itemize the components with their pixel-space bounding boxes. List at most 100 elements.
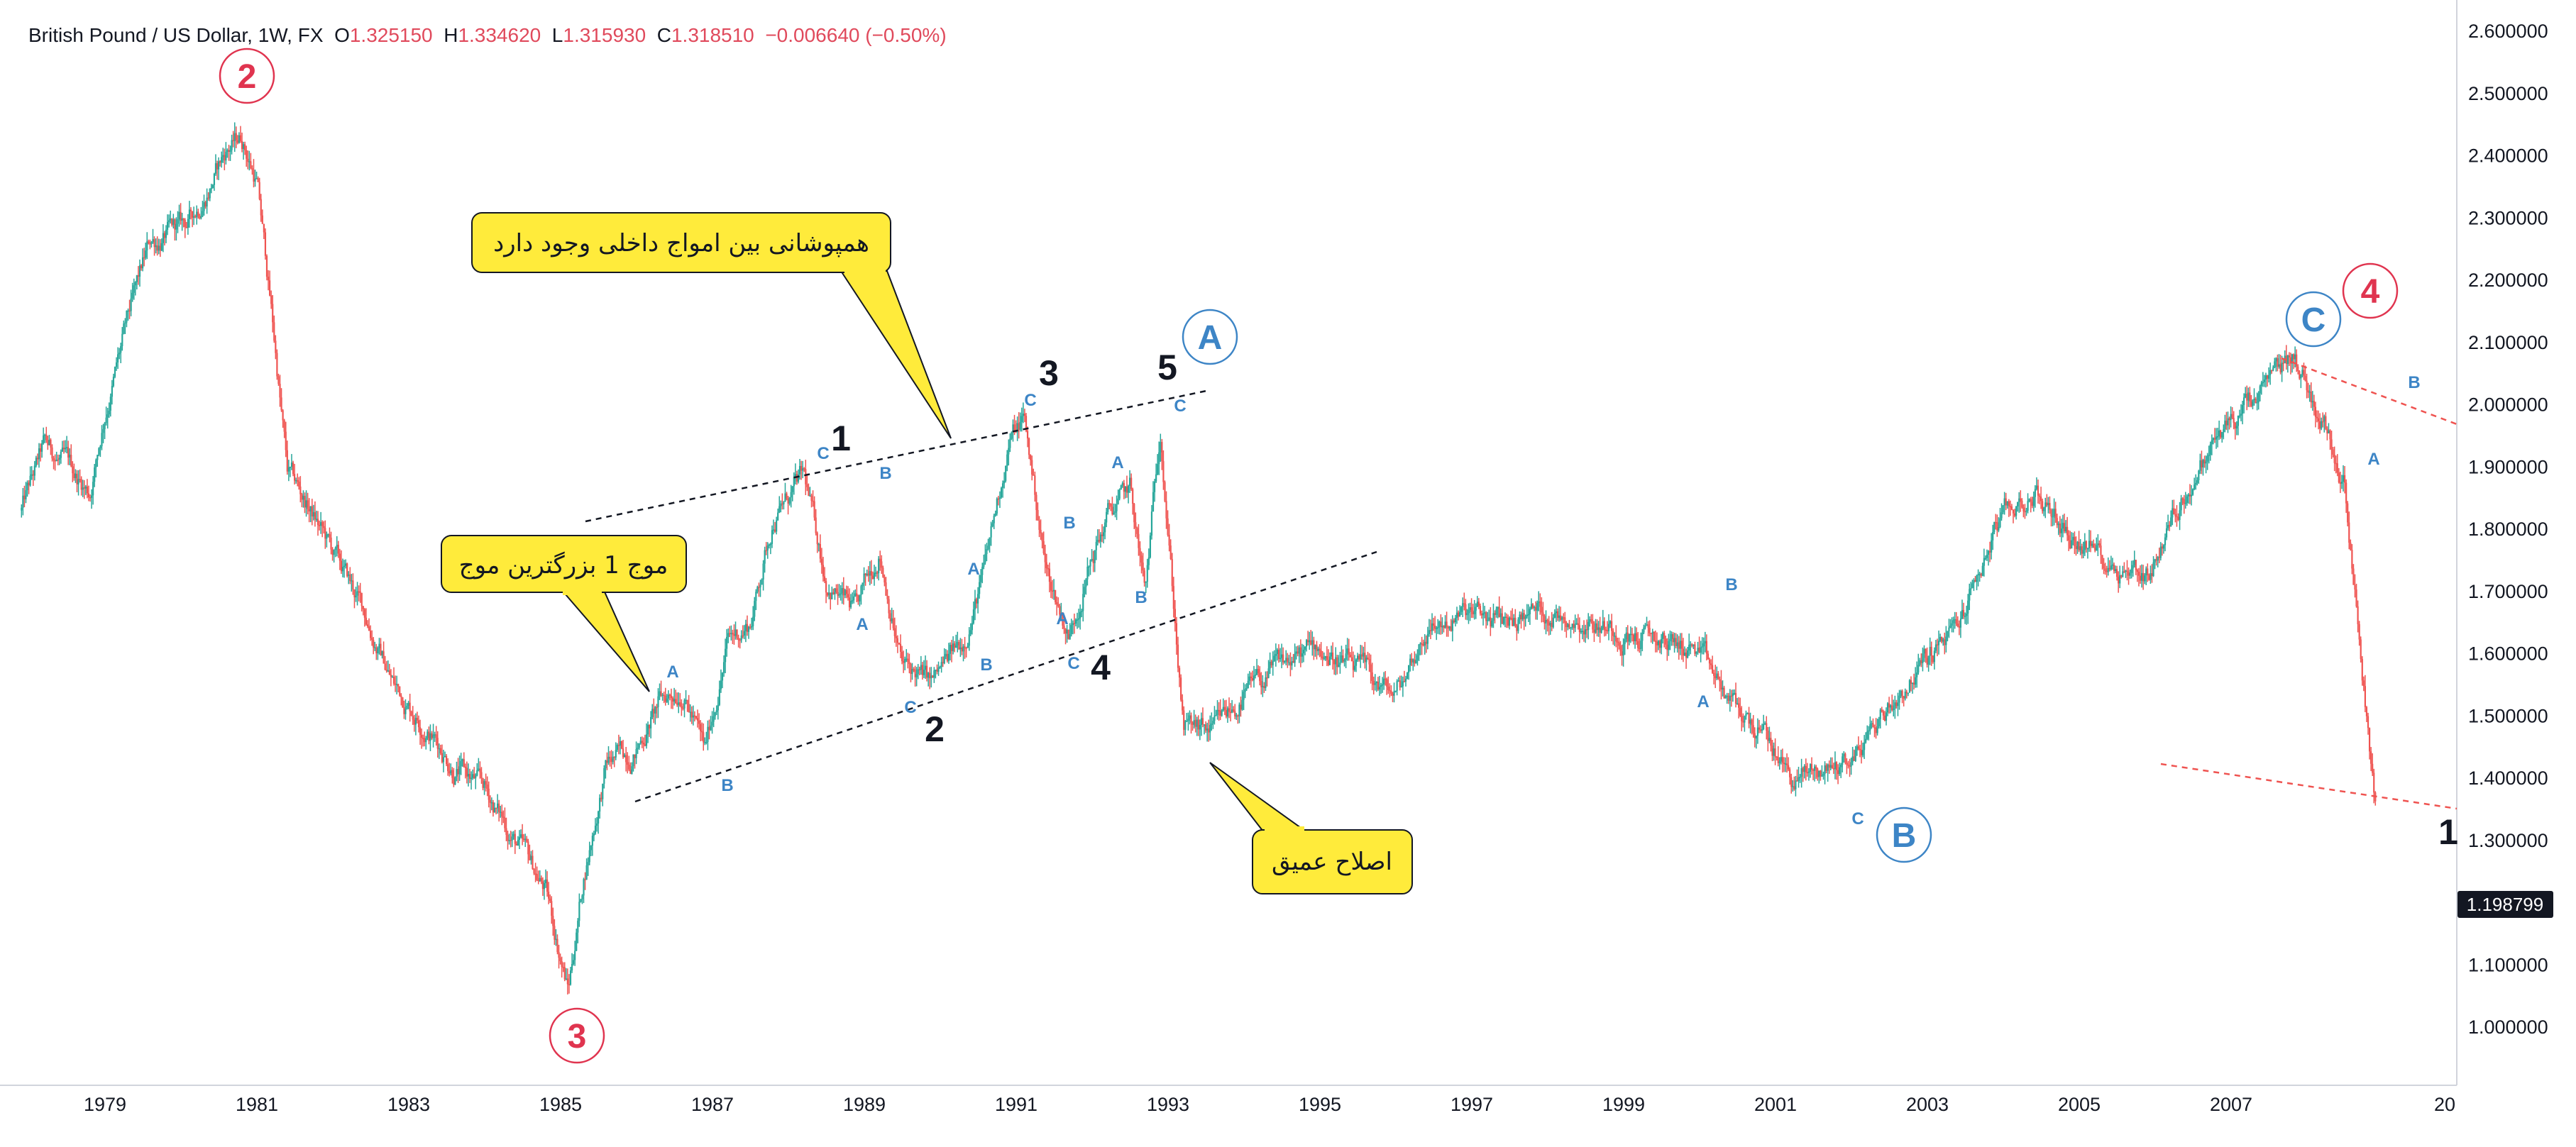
price-scale[interactable]: 2.6000002.5000002.4000002.3000002.200000… <box>2468 21 2548 1038</box>
candle-body <box>536 874 538 880</box>
candle-body <box>1497 606 1499 609</box>
candle-body <box>1448 626 1451 629</box>
candle-body <box>2299 371 2301 379</box>
candle-body <box>1378 687 1381 690</box>
candle-body <box>363 609 365 618</box>
sub-label-b: B <box>1725 575 1737 594</box>
candle-body <box>1788 765 1790 770</box>
candle-body <box>2028 499 2030 502</box>
candle-body <box>1292 661 1294 663</box>
candle-body <box>2030 499 2032 502</box>
candle-body <box>1908 680 1910 693</box>
candle-body <box>511 836 513 841</box>
candle-body <box>720 680 722 689</box>
candle-body <box>806 484 808 487</box>
candle-body <box>1670 633 1673 639</box>
symbol-header[interactable]: British Pound / US Dollar, 1W, FX O1.325… <box>28 24 947 47</box>
candle-body <box>410 711 412 716</box>
candle-body <box>1005 465 1007 481</box>
candle-body <box>1031 460 1033 475</box>
candle-body <box>1229 711 1232 713</box>
candle-body <box>907 658 909 663</box>
candle-body <box>918 669 920 671</box>
candle-body <box>2123 571 2125 572</box>
candle-body <box>126 310 128 323</box>
candle-body <box>2126 570 2128 572</box>
candle-body <box>1394 690 1397 692</box>
candle-body <box>743 631 745 636</box>
candle-body <box>617 745 620 746</box>
candle-body <box>2303 370 2305 376</box>
candle-body <box>1180 677 1182 700</box>
candle-body <box>605 760 607 768</box>
candle-body <box>1189 715 1191 719</box>
candle-body <box>1766 723 1768 731</box>
candle-body <box>2114 569 2117 572</box>
candle-body <box>2091 543 2093 546</box>
candle-body <box>1631 633 1634 636</box>
candle-body <box>2289 357 2292 364</box>
candle-body <box>194 216 197 218</box>
candle-body <box>1656 641 1658 645</box>
candle-body <box>2228 418 2230 421</box>
candle-body <box>844 589 846 596</box>
candle-body <box>1152 492 1155 512</box>
candle-body <box>1361 654 1363 657</box>
candle-body <box>1447 627 1449 629</box>
candle-body <box>2060 528 2062 533</box>
candle-body <box>407 702 409 707</box>
candle-body <box>422 738 424 739</box>
candle-body <box>1683 652 1686 656</box>
candle-body <box>1736 703 1739 704</box>
time-scale[interactable]: 1979 1981 1983 1985 1987 1989 1991 1993 1995 1997… <box>84 1094 2455 1115</box>
candle-body <box>2326 428 2328 433</box>
candle-body <box>1930 646 1932 656</box>
candle-body <box>698 720 700 724</box>
candle-body <box>832 592 835 594</box>
candle-body <box>756 587 759 592</box>
candle-body <box>1529 609 1531 614</box>
candle-body <box>2342 475 2345 482</box>
candle-body <box>1978 573 1981 575</box>
candle-body <box>197 211 199 216</box>
candle-body <box>302 496 304 500</box>
candle-body <box>45 434 48 440</box>
candle-body <box>479 768 481 772</box>
candle-body <box>1228 708 1231 712</box>
candle-body <box>2361 658 2363 681</box>
candle-body <box>2199 460 2201 471</box>
svg-text:B: B <box>1892 817 1917 855</box>
candle-body <box>1149 535 1151 558</box>
candle-body <box>1037 510 1039 521</box>
candle-body <box>2282 362 2284 364</box>
candle-body <box>464 766 466 768</box>
candle-body <box>2076 541 2079 550</box>
candle-body <box>308 509 310 511</box>
candle-body <box>1450 626 1452 631</box>
time-tick-label: 1979 <box>84 1094 126 1115</box>
candle-body <box>845 589 847 594</box>
candle-body <box>590 846 592 850</box>
candle-body <box>2015 506 2018 516</box>
candle-body <box>828 592 830 596</box>
candle-body <box>460 760 462 767</box>
candle-body <box>1883 715 1886 721</box>
candle-body <box>667 694 669 699</box>
candle-body <box>168 220 170 222</box>
candle-body <box>1023 414 1026 416</box>
candle-body <box>1425 641 1427 644</box>
candle-body <box>744 624 747 631</box>
symbol-name[interactable]: British Pound / US Dollar, 1W, FX <box>28 24 324 46</box>
candle-body <box>2110 565 2112 570</box>
candle-body <box>2360 639 2362 659</box>
candle-body <box>1789 769 1791 777</box>
candle-body <box>730 633 732 635</box>
candle-body <box>1208 728 1210 733</box>
candle-body <box>2097 543 2099 545</box>
candle-body <box>1221 710 1223 716</box>
candle-body <box>336 544 338 548</box>
candle-body <box>1118 489 1121 499</box>
candle-body <box>548 892 550 899</box>
